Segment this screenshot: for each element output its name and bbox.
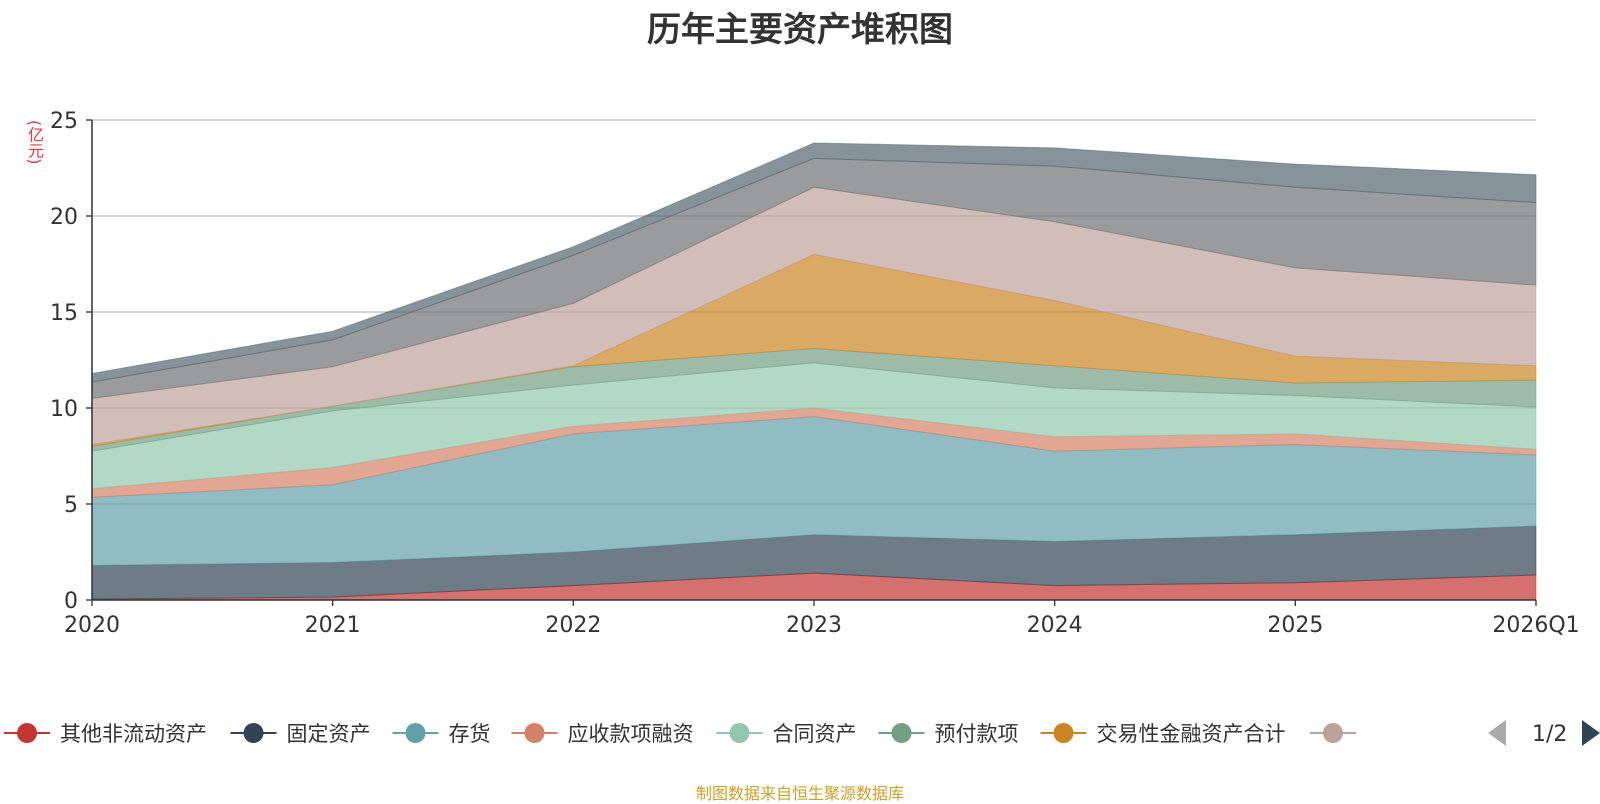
legend-marker (405, 723, 426, 743)
y-tick-label: 5 (64, 493, 78, 518)
x-tick-label: 2020 (64, 613, 120, 638)
legend-prev-icon[interactable] (1488, 720, 1506, 746)
x-tick-label: 2025 (1267, 613, 1323, 638)
legend-item-7[interactable] (1310, 723, 1356, 743)
legend-pager: 1/2 (1488, 720, 1600, 747)
legend-item-1[interactable]: 固定资产 (230, 722, 371, 746)
data-source-note: 制图数据来自恒生聚源数据库 (695, 784, 904, 803)
legend-label: 固定资产 (287, 722, 371, 746)
y-tick-label: 10 (50, 397, 78, 422)
legend-item-5[interactable]: 预付款项 (878, 722, 1019, 746)
legend-item-6[interactable]: 交易性金融资产合计 (1040, 722, 1286, 746)
legend: 其他非流动资产 固定资产 存货 应收款项融资 合同资产 预付款项 交易性金融资产合计 1/2 (4, 720, 1600, 747)
legend-label: 合同资产 (773, 722, 857, 746)
legend-marker (17, 723, 37, 743)
legend-label: 其他非流动资产 (60, 722, 207, 746)
legend-item-2[interactable]: 存货 (392, 722, 491, 746)
chart-title: 历年主要资产堆积图 (647, 10, 953, 50)
legend-label: 应收款项融资 (568, 722, 694, 746)
x-tick-label: 2022 (545, 613, 601, 638)
legend-marker (891, 723, 912, 743)
legend-marker (729, 723, 750, 743)
area-series-9[interactable] (91, 142, 1537, 383)
y-tick-label: 15 (50, 301, 78, 326)
legend-marker (1053, 723, 1074, 743)
y-tick-label: 25 (50, 109, 78, 134)
y-tick-label: 20 (50, 205, 78, 230)
area-series (91, 142, 1537, 601)
legend-next-icon[interactable] (1582, 720, 1600, 746)
legend-item-0[interactable]: 其他非流动资产 (4, 722, 207, 746)
x-tick-label: 2023 (786, 613, 842, 638)
legend-label: 预付款项 (935, 722, 1019, 746)
legend-item-3[interactable]: 应收款项融资 (511, 722, 694, 746)
x-tick-label: 2021 (305, 613, 361, 638)
legend-label: 存货 (449, 722, 491, 746)
legend-marker (1323, 723, 1343, 743)
x-tick-label: 2026Q1 (1492, 613, 1579, 638)
legend-item-4[interactable]: 合同资产 (716, 722, 857, 746)
y-axis-unit: (亿元) (25, 120, 44, 165)
y-tick-label: 0 (64, 589, 78, 614)
legend-marker (524, 723, 545, 743)
legend-label: 交易性金融资产合计 (1097, 722, 1286, 746)
x-tick-label: 2024 (1027, 613, 1083, 638)
legend-page-indicator: 1/2 (1532, 722, 1567, 747)
legend-marker (243, 723, 264, 743)
